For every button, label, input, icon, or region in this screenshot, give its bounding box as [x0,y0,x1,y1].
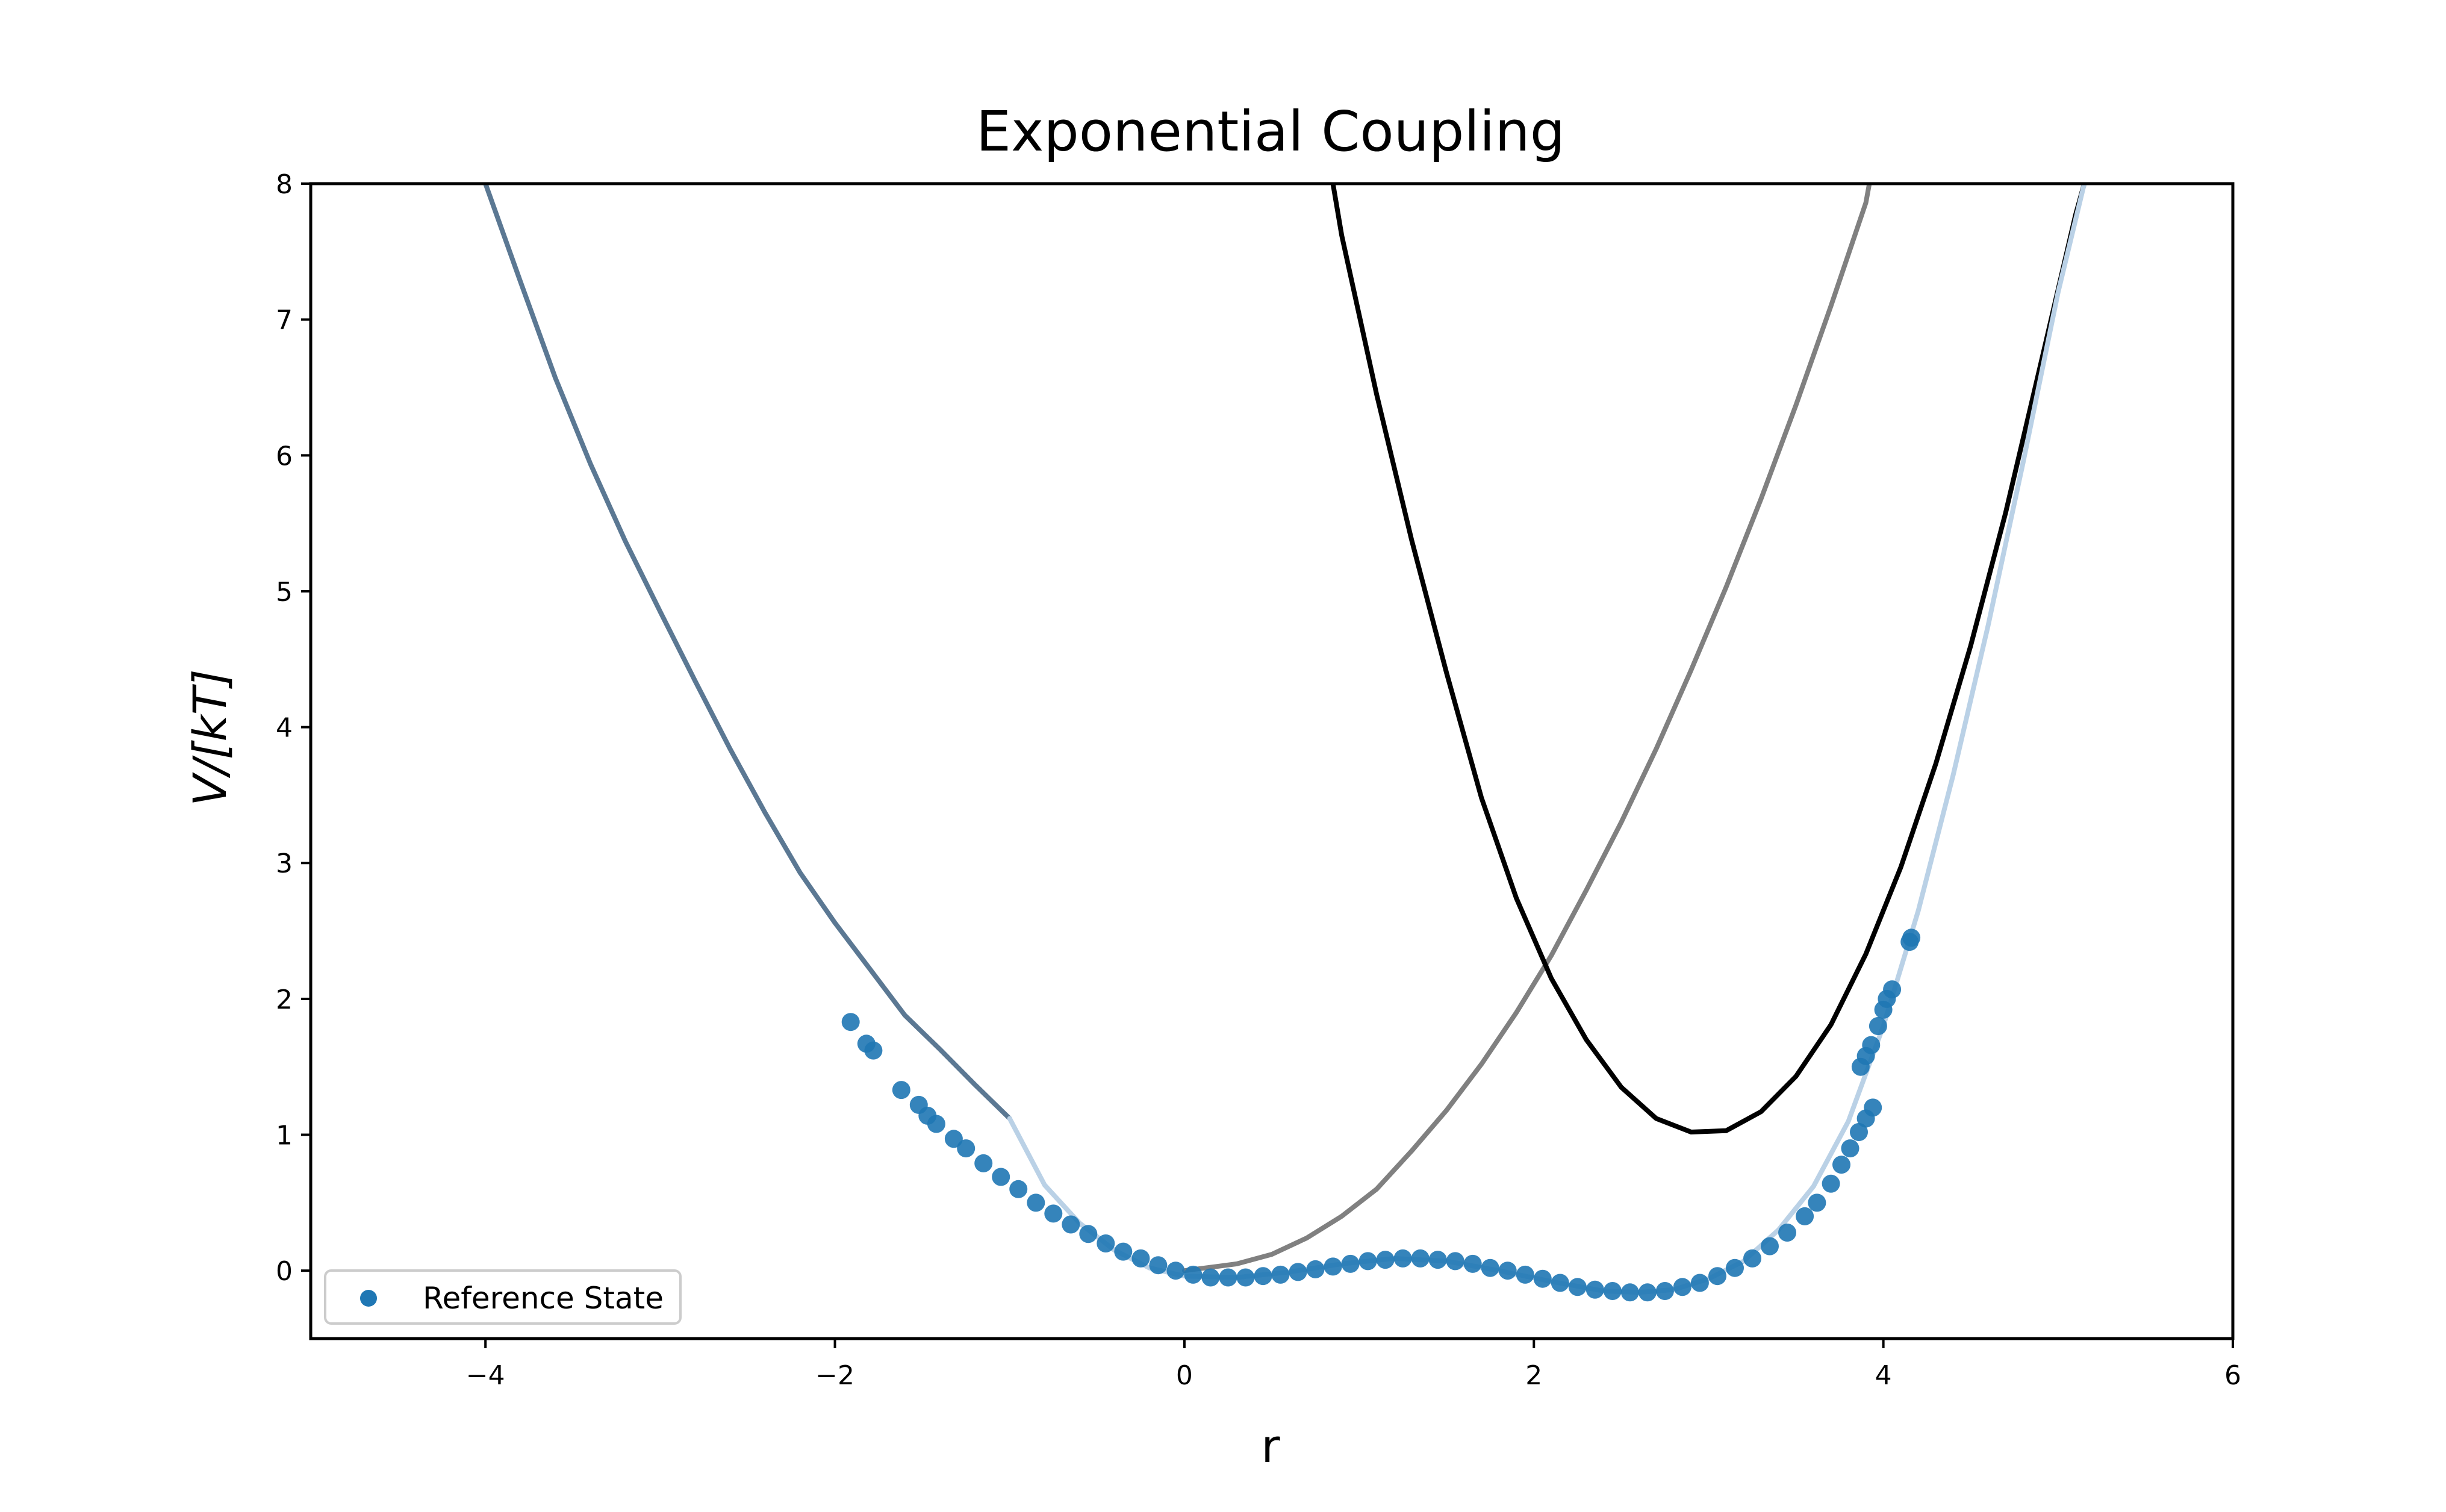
x-tick-label: 6 [2224,1360,2241,1391]
reference-state-point [1673,1278,1691,1296]
reference-state-point [1568,1278,1587,1296]
reference-state-point [1219,1268,1237,1287]
reference-state-point [1411,1249,1430,1268]
reference-state-point [1184,1265,1203,1284]
reference-state-point [1027,1193,1045,1212]
reference-state-point [1620,1283,1639,1302]
y-tick-label: 4 [276,713,293,744]
y-tick-label: 0 [276,1256,293,1287]
x-tick-label: 0 [1176,1360,1193,1391]
reference-state-point [1481,1258,1499,1277]
reference-state-point [1498,1262,1517,1280]
reference-state-point [892,1081,910,1100]
reference-state-point [1079,1225,1098,1243]
y-tick-label: 1 [276,1121,293,1151]
y-tick-label: 8 [276,169,293,200]
reference-state-point [1428,1251,1447,1269]
reference-state-point [927,1115,945,1133]
chart-title: Exponential Coupling [976,99,1565,164]
x-tick-label: 2 [1525,1360,1542,1391]
reference-state-point [1551,1274,1569,1292]
reference-state-point [1516,1265,1534,1284]
reference-state-point [1114,1242,1133,1261]
reference-state-point [1358,1252,1377,1271]
reference-state-point [1149,1256,1168,1275]
reference-state-point [944,1130,963,1148]
legend-marker [360,1290,377,1307]
reference-state-point [1131,1249,1150,1268]
y-tick-label: 7 [276,305,293,336]
reference-state-point [1862,1036,1881,1054]
reference-state-point [1708,1267,1726,1286]
reference-state-point [1761,1237,1779,1255]
reference-state-point [1841,1139,1859,1158]
reference-state-point [1166,1262,1185,1280]
scatter-layer [841,929,1921,1302]
reference-state-point [992,1168,1010,1186]
y-tick-label: 5 [276,577,293,608]
reference-state-point [1869,1017,1887,1035]
reference-state-point [1324,1257,1342,1276]
reference-state-point [1306,1260,1325,1278]
reference-state-point [1864,1098,1882,1117]
reference-state-point [1726,1258,1744,1277]
plot-frame [309,182,2235,1340]
reference-state-point [841,1013,860,1031]
series-line-3 [1330,184,2087,1134]
reference-state-point [1236,1268,1255,1287]
reference-state-point [1446,1252,1464,1271]
reference-state-point [1638,1283,1657,1302]
legend-box [324,1269,682,1325]
reference-state-point [1850,1123,1868,1141]
reference-state-point [1808,1193,1826,1212]
reference-state-point [1655,1282,1674,1300]
reference-state-point [1463,1254,1482,1273]
reference-state-point [1586,1280,1604,1299]
reference-state-point [1201,1268,1220,1287]
reference-state-point [957,1139,976,1158]
reference-state-point [1902,929,1921,947]
y-tick-label: 6 [276,441,293,471]
x-axis-ticks: −4 −2 0 2 4 6 [466,1339,2241,1391]
y-tick-label: 2 [276,985,293,1015]
reference-state-point [1044,1204,1063,1223]
x-tick-label: −2 [815,1360,854,1391]
reference-state-point [974,1154,993,1172]
reference-state-point [1289,1263,1307,1281]
y-tick-label: 3 [276,848,293,879]
reference-state-point [1062,1215,1080,1234]
x-axis-label: r [1261,1419,1280,1473]
legend: Reference State [324,1269,682,1325]
x-tick-label: 4 [1875,1360,1892,1391]
reference-state-point [1822,1174,1840,1193]
reference-state-point [1376,1251,1395,1269]
reference-state-point [864,1041,883,1060]
reference-state-point [1271,1265,1290,1284]
reference-state-point [1796,1207,1814,1225]
reference-state-point [1341,1254,1360,1273]
reference-state-point [1393,1249,1412,1268]
reference-state-point [1097,1234,1115,1252]
x-tick-label: −4 [466,1360,505,1391]
reference-state-point [1883,980,1902,999]
reference-state-point [1603,1282,1622,1300]
legend-label: Reference State [423,1281,664,1316]
reference-state-point [1743,1249,1761,1268]
reference-state-point [1690,1274,1709,1292]
series-line-1 [483,184,1012,1121]
y-axis-ticks: 0 1 2 3 4 5 6 7 8 [276,169,311,1287]
y-axis-label: V/[kT] [183,669,237,806]
series-line-2 [1181,184,1872,1274]
reference-state-point [1778,1224,1796,1242]
reference-state-point [1009,1180,1028,1198]
reference-state-point [1832,1156,1850,1174]
reference-state-point [1533,1269,1552,1288]
reference-state-point [1254,1267,1272,1286]
